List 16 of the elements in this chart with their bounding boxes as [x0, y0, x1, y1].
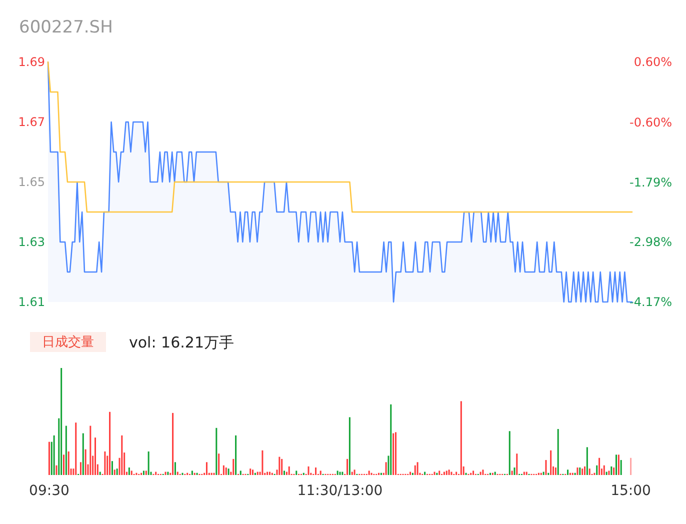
y2-tick-label: -4.17%: [630, 295, 672, 309]
y-tick-label: 1.65: [18, 175, 45, 189]
y-tick-label: 1.67: [18, 115, 45, 129]
y-tick-label: 1.69: [18, 55, 45, 69]
x-tick-label: 11:30/13:00: [297, 483, 383, 499]
text: 日成交量: [42, 334, 94, 350]
y2-tick-label: -0.60%: [630, 115, 672, 130]
text: vol: 16.21万手: [129, 334, 234, 352]
chart-title: 600227.SH: [19, 18, 113, 38]
y2-tick-label: -1.79%: [630, 175, 672, 190]
y2-tick-label: -2.98%: [630, 235, 672, 250]
y-tick-label: 1.61: [18, 295, 45, 309]
y2-tick-label: 0.60%: [634, 55, 672, 69]
y-tick-label: 1.63: [18, 235, 45, 249]
x-tick-label: 15:00: [610, 483, 651, 499]
x-tick-label: 09:30: [29, 483, 70, 499]
